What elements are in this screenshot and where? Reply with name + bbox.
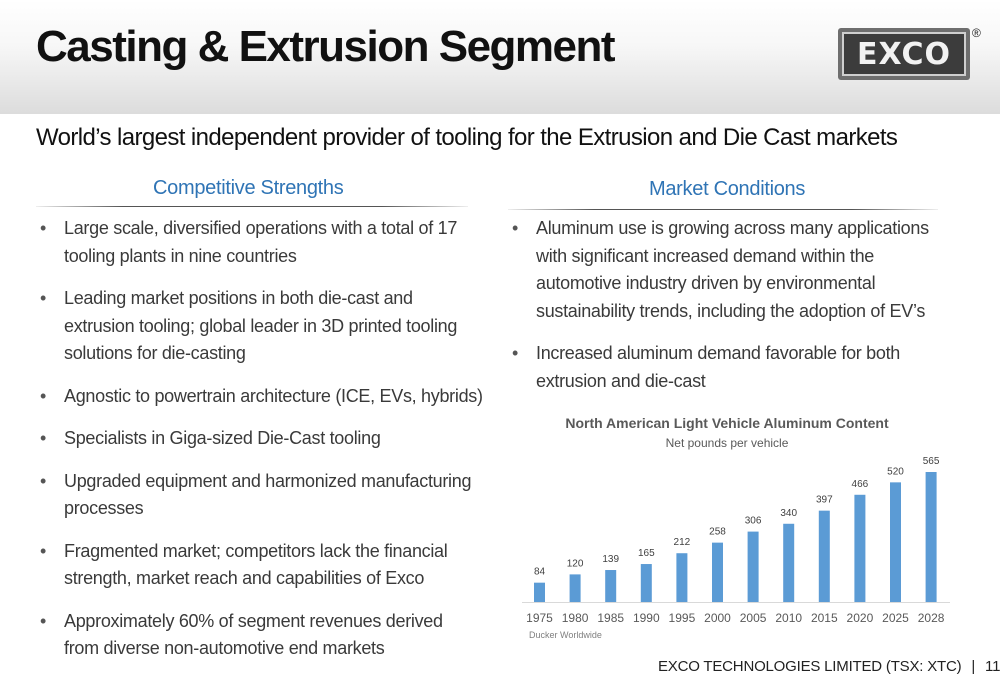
bullet-item: • Leading market positions in both die-ca… [36, 285, 486, 368]
bullet-dot-icon: • [40, 218, 47, 238]
chart-data-label: 340 [780, 508, 797, 519]
chart-x-tick-label: 2028 [918, 611, 945, 625]
chart-x-tick-label: 2005 [740, 611, 767, 625]
page-number: 11 [985, 658, 1000, 675]
bullet-dot-icon: • [512, 343, 519, 363]
chart-data-label: 306 [745, 516, 762, 527]
chart-x-tick-label: 1980 [562, 611, 589, 625]
exco-logo: EXCO [838, 28, 970, 80]
chart-x-tick-label: 2010 [775, 611, 802, 625]
chart-data-label: 258 [709, 527, 726, 538]
chart-data-label: 520 [887, 466, 904, 477]
aluminum-content-chart: North American Light Vehicle Aluminum Co… [522, 415, 950, 640]
chart-bar [569, 574, 581, 602]
chart-bar [534, 582, 545, 602]
chart-data-label: 212 [674, 537, 691, 548]
market-conditions-heading: Market Conditions [649, 178, 806, 200]
chart-bar [712, 542, 723, 602]
chart-data-label: 139 [602, 554, 619, 565]
left-heading-rule [36, 206, 468, 207]
bullet-item: • Increased aluminum demand favorable for… [508, 340, 958, 395]
bullet-item: • Approximately 60% of segment revenues d… [36, 608, 486, 663]
bullet-dot-icon: • [40, 288, 47, 308]
chart-x-tick-label: 1990 [633, 611, 660, 625]
competitive-strengths-list: • Large scale, diversified operations wit… [36, 215, 486, 663]
bullet-dot-icon: • [512, 218, 519, 238]
bullet-text-line: Upgraded equipment and harmonized manufa… [64, 470, 472, 491]
bullet-text-line: Large scale, diversified operations with… [64, 218, 458, 238]
chart-x-tick-label: 1995 [669, 611, 696, 625]
chart-x-tick-label: 2015 [811, 611, 838, 625]
bullet-text-line: Leading market positions in both die-cas… [64, 288, 413, 308]
chart-data-label: 84 [534, 567, 546, 578]
bullet-text-line: sustainability trends, including the ado… [536, 300, 926, 321]
chart-bar [925, 472, 937, 602]
market-conditions-list: • Aluminum use is growing across many app… [508, 215, 958, 395]
chart-x-tick-label: 2020 [847, 611, 874, 625]
chart-x-tick-label: 1975 [526, 611, 553, 625]
bullet-text-line: Approximately 60% of segment revenues de… [64, 610, 443, 631]
bullet-item: • Fragmented market; competitors lack the… [36, 538, 486, 593]
footer-company: EXCO TECHNOLOGIES LIMITED (TSX: XTC) [658, 658, 962, 675]
chart-x-tick-label: 2025 [882, 611, 909, 625]
competitive-strengths-heading: Competitive Strengths [153, 177, 344, 199]
chart-data-label: 565 [923, 456, 940, 467]
chart-bar [890, 482, 901, 602]
bullet-dot-icon: • [40, 470, 47, 491]
bullet-dot-icon: • [40, 385, 47, 406]
bullet-text-line: Agnostic to powertrain architecture (ICE… [64, 385, 483, 406]
bullet-text-line: strength, market reach and capabilities … [64, 568, 425, 588]
chart-source: Ducker Worldwide [529, 630, 602, 640]
right-heading-rule [508, 209, 938, 210]
chart-data-label: 165 [638, 548, 655, 559]
footer: EXCO TECHNOLOGIES LIMITED (TSX: XTC) | 1… [658, 658, 1000, 675]
bullet-text-line: tooling plants in nine countries [64, 245, 297, 266]
footer-separator: | [971, 658, 976, 675]
bullet-item: • Aluminum use is growing across many app… [508, 215, 958, 325]
page-subtitle: World’s largest independent provider of … [36, 124, 898, 151]
bullet-text-line: Increased aluminum demand favorable for … [536, 343, 901, 363]
bullet-dot-icon: • [40, 428, 47, 448]
logo-text: EXCO [842, 32, 966, 76]
bullet-item: • Agnostic to powertrain architecture (IC… [36, 383, 486, 411]
bullet-dot-icon: • [40, 540, 47, 561]
bullet-dot-icon: • [40, 610, 47, 631]
chart-bar [640, 564, 652, 602]
bullet-text-line: automotive industry driven by environmen… [536, 273, 876, 293]
header-band [0, 0, 1000, 114]
bullet-text-line: Aluminum use is growing across many appl… [536, 218, 929, 238]
bullet-text-line: with significant increased demand within… [536, 245, 874, 266]
bullet-text-line: Fragmented market; competitors lack the … [64, 540, 448, 561]
bullet-text-line: extrusion tooling; global leader in 3D p… [64, 315, 458, 336]
chart-bar [747, 531, 759, 602]
bullet-text-line: extrusion and die-cast [536, 370, 706, 391]
bullet-item: • Specialists in Giga-sized Die-Cast tool… [36, 425, 486, 453]
chart-bar [854, 494, 866, 602]
chart-bar [818, 510, 830, 602]
bullet-text-line: from diverse non-automotive end markets [64, 638, 385, 658]
chart-bar [605, 570, 617, 602]
chart-bar [783, 523, 795, 602]
chart-title: North American Light Vehicle Aluminum Co… [565, 415, 889, 431]
bullet-item: • Large scale, diversified operations wit… [36, 215, 486, 270]
chart-x-tick-label: 2000 [704, 611, 731, 625]
registered-mark: ® [972, 26, 981, 40]
bullet-text-line: Specialists in Giga-sized Die-Cast tooli… [64, 428, 381, 448]
page-title: Casting & Extrusion Segment [36, 22, 616, 71]
bullet-item: • Upgraded equipment and harmonized manuf… [36, 468, 486, 523]
bullet-text-line: solutions for die-casting [64, 343, 246, 363]
chart-x-tick-label: 1985 [597, 611, 624, 625]
chart-subtitle: Net pounds per vehicle [666, 436, 789, 450]
chart-data-label: 466 [852, 479, 869, 490]
chart-bar [676, 553, 688, 602]
chart-data-label: 120 [567, 558, 584, 569]
chart-data-label: 397 [816, 495, 833, 506]
bullet-text-line: processes [64, 498, 144, 518]
